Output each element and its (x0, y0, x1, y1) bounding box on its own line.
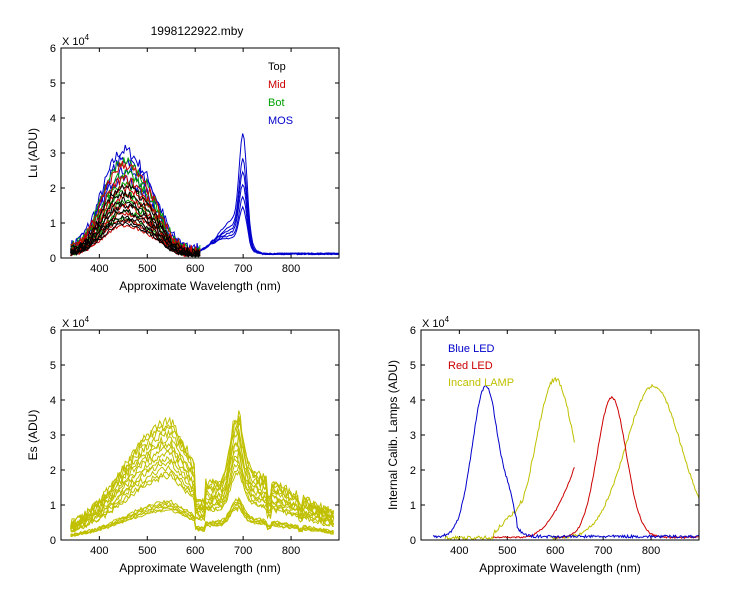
legend-entry-incand-lamp: Incand LAMP (448, 377, 514, 389)
y-tick-label: 5 (50, 78, 56, 90)
y-tick-label: 1 (50, 500, 56, 512)
x-tick-label: 700 (234, 263, 252, 275)
y-tick-label: 0 (50, 253, 56, 265)
series-line-top (70, 183, 201, 257)
y-exponent-label: X 104 (62, 315, 90, 330)
x-tick-label: 600 (546, 545, 564, 557)
series-line-red-led (492, 467, 575, 539)
legend-entry-top: Top (268, 61, 286, 73)
x-axis-label: Approximate Wavelength (nm) (479, 561, 641, 575)
y-axis-label: Internal Calib. Lamps (ADU) (386, 360, 400, 510)
y-axis-label: Lu (ADU) (26, 128, 40, 178)
y-tick-label: 0 (50, 535, 56, 547)
y-axis-label: Es (ADU) (26, 410, 40, 461)
series-line-es (70, 504, 334, 537)
y-tick-label: 4 (50, 395, 56, 407)
y-tick-label: 4 (410, 395, 416, 407)
y-exponent-label: X 104 (422, 315, 450, 330)
y-tick-label: 2 (410, 465, 416, 477)
exponent-base: X 10 (62, 36, 85, 48)
plot-frame (60, 329, 340, 541)
x-tick-label: 500 (138, 545, 156, 557)
x-tick-label: 700 (594, 545, 612, 557)
y-tick-label: 3 (50, 430, 56, 442)
legend-entry-blue-led: Blue LED (448, 343, 495, 355)
y-tick-label: 3 (50, 148, 56, 160)
exponent-base: X 10 (62, 318, 85, 330)
y-tick-label: 3 (410, 430, 416, 442)
y-tick-label: 2 (50, 183, 56, 195)
y-tick-label: 1 (410, 500, 416, 512)
series-line-mos-red (195, 183, 339, 256)
x-tick-label: 800 (642, 545, 660, 557)
series-line-mid (70, 160, 201, 257)
series-line-top (70, 217, 201, 258)
series-line-es (70, 470, 334, 533)
series-line-mos-red (195, 133, 339, 256)
legend-entry-mos: MOS (268, 115, 293, 127)
plot-frame (60, 47, 340, 259)
series-line-top (70, 189, 201, 257)
y-tick-label: 6 (410, 325, 416, 337)
y-tick-label: 5 (410, 360, 416, 372)
series-line-mos-red (195, 205, 339, 256)
series-line-blue-led (432, 384, 699, 540)
legend-entry-red-led: Red LED (448, 360, 493, 372)
series-line-top (70, 221, 201, 257)
x-tick-label: 400 (450, 545, 468, 557)
x-axis-label: Approximate Wavelength (nm) (119, 279, 281, 293)
y-tick-label: 0 (410, 535, 416, 547)
x-tick-label: 600 (186, 263, 204, 275)
plot-frame (420, 329, 700, 541)
y-tick-label: 6 (50, 325, 56, 337)
y-tick-label: 4 (50, 113, 56, 125)
y-tick-label: 6 (50, 43, 56, 55)
y-tick-label: 1 (50, 218, 56, 230)
x-tick-label: 400 (90, 263, 108, 275)
x-axis-label: Approximate Wavelength (nm) (119, 561, 281, 575)
x-tick-label: 500 (498, 545, 516, 557)
series-line-es (70, 435, 335, 530)
series-line-incand-lamp (550, 383, 699, 540)
series-line-es (70, 504, 334, 537)
figure-title: 1998122922.mby (151, 24, 244, 38)
series-line-red-led (554, 395, 699, 540)
x-tick-label: 400 (90, 545, 108, 557)
exponent-base: X 10 (422, 318, 445, 330)
x-tick-label: 600 (186, 545, 204, 557)
y-exponent-label: X 104 (62, 33, 90, 48)
x-tick-label: 800 (282, 545, 300, 557)
series-line-mos-red (195, 170, 339, 256)
legend-entry-mid: Mid (268, 79, 286, 91)
legend-entry-bot: Bot (268, 97, 285, 109)
y-tick-label: 2 (50, 465, 56, 477)
exponent-power: 4 (85, 33, 90, 42)
series-line-es (70, 464, 335, 533)
series-line-es (70, 444, 334, 530)
y-tick-label: 5 (50, 360, 56, 372)
x-tick-label: 700 (234, 545, 252, 557)
x-tick-label: 800 (282, 263, 300, 275)
series-line-incand-lamp (444, 376, 575, 540)
series-line-mos-red (195, 195, 339, 256)
exponent-power: 4 (445, 315, 450, 324)
exponent-power: 4 (85, 315, 90, 324)
x-tick-label: 500 (138, 263, 156, 275)
